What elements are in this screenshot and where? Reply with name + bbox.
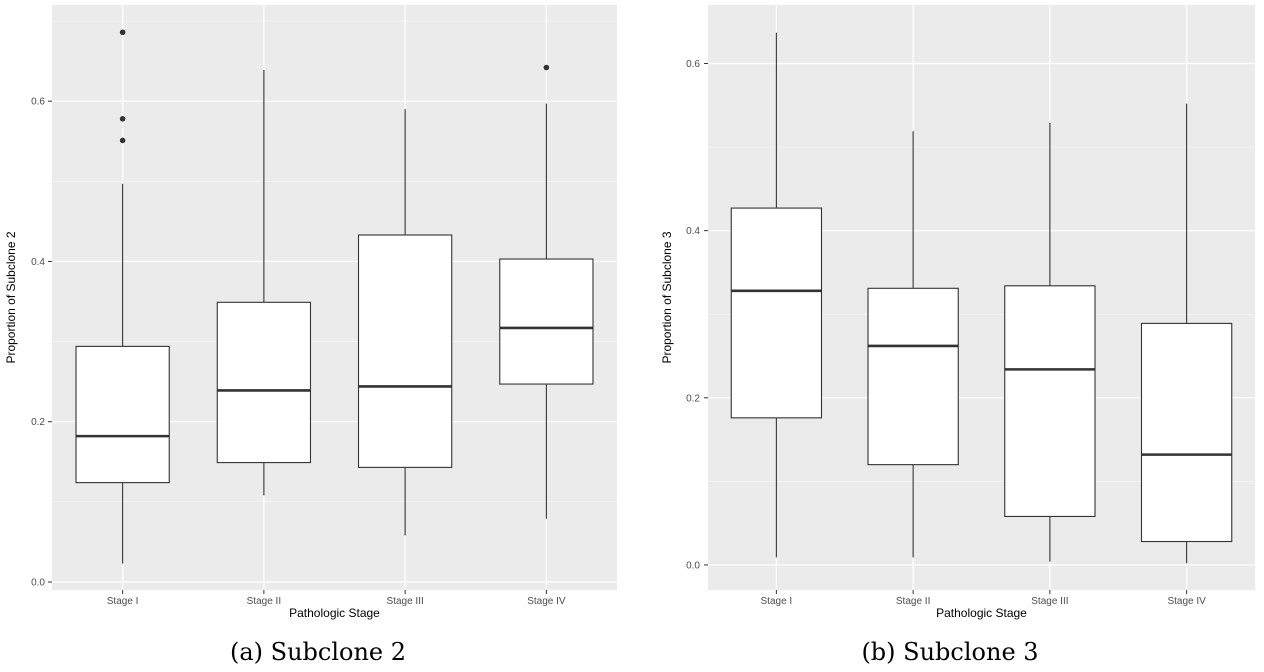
box-4 [1140,103,1233,564]
x-tick-label: Stage IV [1167,596,1206,607]
figure-caption: (a) Subclone 2 [230,638,406,666]
iqr-box [1004,285,1096,518]
outlier-point [119,29,126,36]
iqr-box [730,207,823,419]
box-1 [75,29,170,564]
iqr-box [75,345,170,484]
x-tick-label: Stage II [896,596,930,607]
x-axis-title: Pathologic Stage [289,606,380,620]
y-tick-label: 0.0 [31,577,45,588]
iqr-box [216,301,312,464]
box-3 [357,109,453,536]
iqr-box [499,258,594,385]
y-tick-label: 0.4 [31,257,45,268]
x-tick-label: Stage II [247,596,281,607]
outlier-point [119,115,126,122]
x-tick-label: Stage III [1031,596,1068,607]
outlier-point [543,64,550,71]
iqr-box [867,287,959,466]
figure-caption: (b) Subclone 3 [861,638,1038,666]
iqr-box [357,234,453,468]
chart-panel-2: 0.0 0.2 0.4 0.6 Stage I Stage II Stage III Stag… [660,5,1255,666]
x-axis-title: Pathologic Stage [936,606,1027,620]
y-tick-label: 0.4 [686,226,700,237]
y-axis-title: Proportion of Subclone 3 [660,231,674,363]
box-3 [1004,122,1096,562]
outlier-point [119,137,126,144]
y-axis-title: Proportion of Subclone 2 [4,231,18,363]
box-2 [867,131,959,558]
y-tick-label: 0.6 [31,97,45,108]
box-4 [499,64,594,519]
y-tick-label: 0.2 [31,417,45,428]
x-tick-label: Stage III [387,596,424,607]
x-tick-label: Stage IV [527,596,566,607]
y-tick-label: 0.2 [686,393,700,404]
box-2 [216,69,312,496]
x-tick-label: Stage I [761,596,793,607]
box-1 [730,32,823,558]
x-tick-label: Stage I [107,596,139,607]
y-tick-label: 0.6 [686,59,700,70]
iqr-box [1140,322,1233,543]
chart-panel-1: 0.0 0.2 0.4 0.6 Stage I Stage II Stage III Stag… [4,5,617,666]
y-tick-label: 0.0 [686,560,700,571]
